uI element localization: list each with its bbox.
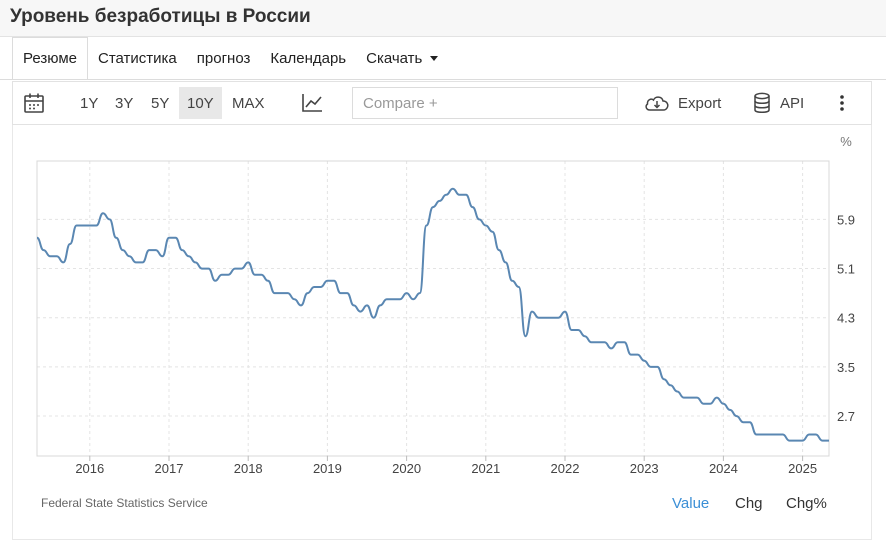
nav-divider <box>0 79 886 80</box>
nav-tabs: Резюме Статистика прогноз Календарь Скач… <box>12 37 448 80</box>
api-label: API <box>780 94 805 112</box>
page-title: Уровень безработицы в России <box>10 6 311 27</box>
database-icon <box>754 92 770 113</box>
calendar-icon[interactable] <box>23 82 45 124</box>
chart-type-icon[interactable] <box>301 82 323 124</box>
mode-value-button[interactable]: Value <box>672 495 710 512</box>
mode-chg-button[interactable]: Chg <box>735 495 763 512</box>
tab-summary[interactable]: Резюме <box>12 37 88 80</box>
range-5y-button[interactable]: 5Y <box>151 94 170 112</box>
api-button[interactable]: API <box>753 82 804 124</box>
chart-frame <box>12 125 872 540</box>
tab-forecast[interactable]: прогноз <box>196 49 251 67</box>
more-options-icon[interactable] <box>839 82 845 124</box>
chart-toolbar: 1Y 3Y 5Y 10Y MAX Export API <box>12 81 872 125</box>
tab-calendar[interactable]: Календарь <box>270 49 347 67</box>
title-band <box>0 0 886 37</box>
compare-input[interactable] <box>352 87 618 119</box>
cloud-download-icon <box>645 96 669 111</box>
range-10y-button[interactable]: 10Y <box>179 87 222 119</box>
export-label: Export <box>678 94 722 112</box>
tab-download-label: Скачать <box>366 49 423 67</box>
tab-statistics[interactable]: Статистика <box>97 49 177 67</box>
range-3y-button[interactable]: 3Y <box>115 94 134 112</box>
range-max-button[interactable]: MAX <box>232 94 265 112</box>
tab-download[interactable]: Скачать <box>356 37 448 79</box>
source-label: Federal State Statistics Service <box>41 496 208 510</box>
range-1y-button[interactable]: 1Y <box>80 94 99 112</box>
export-button[interactable]: Export <box>644 82 721 124</box>
mode-chg-pct-button[interactable]: Chg% <box>786 495 827 512</box>
chevron-down-icon <box>430 55 439 61</box>
